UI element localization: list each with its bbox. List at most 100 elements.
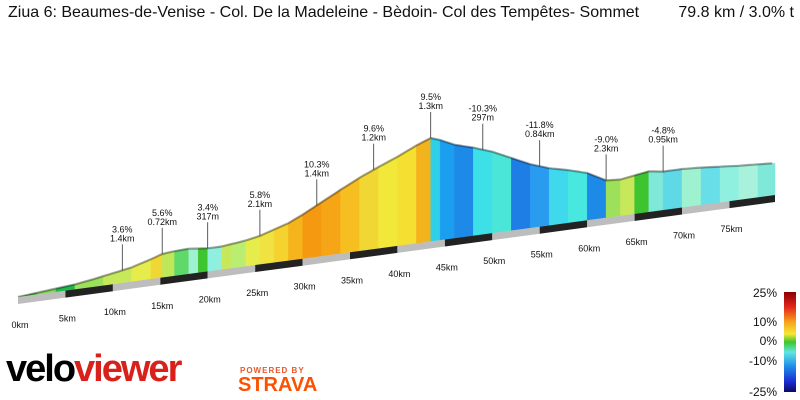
grade-strip — [511, 157, 531, 231]
grade-strip — [359, 166, 379, 252]
annotation-grade: 10.3% — [304, 159, 330, 169]
base-band-segment — [350, 245, 398, 260]
annotation-length: 297m — [472, 113, 495, 123]
x-tick-label: 70km — [673, 231, 695, 241]
grade-strip — [738, 164, 759, 201]
annotation-grade: 9.5% — [420, 92, 441, 102]
grade-strip — [188, 248, 199, 275]
x-tick-label: 20km — [199, 294, 221, 304]
base-band-segment — [255, 258, 303, 272]
base-band-segment — [207, 265, 256, 279]
base-band-segment — [444, 233, 493, 247]
grade-strip — [681, 167, 702, 208]
grade-strip — [719, 165, 740, 203]
base-band-segment — [160, 271, 208, 285]
annotation-grade: 9.6% — [363, 124, 384, 134]
base-band-segment — [539, 220, 588, 234]
grade-strip — [430, 137, 441, 242]
powered-by-label: POWERED BY — [240, 366, 305, 375]
grade-strip — [662, 168, 683, 211]
grade-strip — [378, 156, 398, 249]
annotation-length: 1.3km — [418, 101, 443, 111]
scale-label-neg25: -25% — [749, 385, 777, 399]
grade-strip — [492, 151, 512, 234]
annotation-grade: -9.0% — [594, 134, 618, 144]
grade-strip — [221, 243, 232, 270]
grade-strip — [416, 137, 431, 244]
grade-strip — [439, 139, 455, 241]
x-tick-label: 50km — [483, 256, 505, 266]
x-tick-label: 45km — [436, 263, 458, 273]
grade-strip — [174, 248, 190, 277]
grade-strip — [197, 248, 208, 273]
grade-strip — [473, 147, 493, 236]
scale-label-0: 0% — [760, 334, 778, 348]
grade-strip — [620, 175, 635, 217]
profile-side-faces — [17, 136, 773, 299]
x-tick-label: 55km — [531, 250, 553, 260]
annotation-grade: 5.6% — [152, 208, 173, 218]
annotation-length: 1.4km — [305, 168, 330, 178]
x-tick-label: 0km — [11, 320, 28, 330]
annotation-length: 317m — [196, 211, 219, 221]
color-scale-bar — [784, 292, 796, 392]
annotation-length: 1.2km — [361, 133, 386, 143]
gradient-strips — [17, 137, 776, 298]
x-tick-label: 5km — [59, 314, 76, 324]
grade-strip — [757, 162, 776, 198]
x-tick-label: 35km — [341, 275, 363, 285]
base-band-segment — [634, 207, 682, 221]
x-tick-label: 30km — [294, 282, 316, 292]
x-tick-label: 25km — [246, 288, 268, 298]
annotation-length: 0.95km — [648, 135, 678, 145]
annotation-grade: -4.8% — [651, 126, 675, 136]
base-band-segment — [302, 252, 350, 266]
annotation-grade: 5.8% — [250, 190, 271, 200]
annotation-length: 2.3km — [594, 143, 619, 153]
grade-strip — [74, 275, 104, 290]
grade-strip — [568, 169, 588, 224]
route-stats: 79.8 km / 3.0% t — [678, 4, 794, 21]
grade-strip — [340, 177, 360, 254]
base-band-segment — [492, 226, 540, 241]
grade-strip — [397, 145, 417, 247]
base-band-segment — [18, 290, 66, 304]
x-tick-label: 15km — [151, 301, 173, 311]
distance-base-band — [18, 195, 775, 304]
scale-label-neg10: -10% — [749, 354, 777, 368]
grade-strip — [605, 179, 621, 219]
strava-logo: STRAVA — [238, 374, 318, 396]
gradient-color-scale: 25% 10% 0% -10% -25% — [749, 286, 796, 399]
grade-strip — [161, 250, 175, 278]
grade-strip — [530, 163, 550, 229]
base-band-segment — [587, 213, 635, 228]
scale-label-25: 25% — [753, 286, 777, 300]
grade-strip — [321, 189, 341, 257]
base-band-segment — [65, 284, 113, 298]
grade-strip — [302, 201, 322, 259]
grade-strip — [231, 240, 246, 269]
profile-ridge-line — [17, 136, 773, 299]
x-tick-label: 60km — [578, 243, 600, 253]
grade-strip — [549, 167, 569, 226]
veloviewer-logo: veloviewer — [6, 348, 182, 390]
climb-annotations: 3.6%1.4km5.6%0.72km3.4%317m5.8%2.1km10.3… — [110, 92, 678, 271]
distance-ticks: 0km 5km 10km 15km 20km 25km 30km 35km 40km 45km 50… — [11, 224, 742, 330]
annotation-grade: 3.6% — [112, 224, 133, 234]
logo-velo: velo — [6, 348, 76, 390]
annotation-length: 0.84km — [525, 129, 555, 139]
grade-strip — [207, 246, 223, 272]
grade-strip — [700, 166, 721, 206]
chart-title: Ziua 6: Beaumes-de-Venise - Col. De la M… — [8, 4, 640, 21]
logo-viewer: viewer — [74, 348, 182, 390]
base-band-segment — [112, 277, 161, 292]
x-tick-label: 10km — [104, 307, 126, 317]
grade-strip — [36, 288, 57, 295]
grade-strip — [454, 144, 474, 239]
annotation-grade: 3.4% — [197, 202, 218, 212]
annotation-grade: -10.3% — [469, 104, 498, 114]
grade-strip — [634, 171, 649, 215]
annotation-length: 2.1km — [248, 199, 273, 209]
base-band-segment — [729, 195, 775, 209]
